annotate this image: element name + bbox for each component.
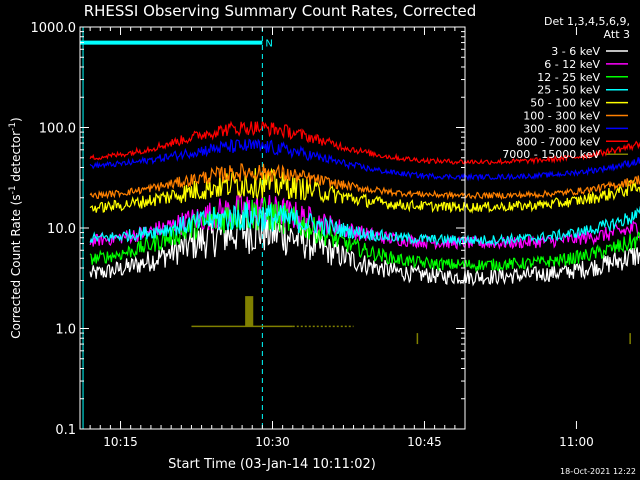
y-axis-label-mid: detector (9, 131, 23, 186)
legend-label-0: 3 - 6 keV (551, 45, 600, 58)
y-axis-label-sup1: -1 (8, 185, 18, 194)
legend-label-5: 100 - 300 keV (523, 110, 600, 123)
x-tick-label: 10:45 (407, 435, 442, 449)
y-tick-label: 10.0 (47, 222, 76, 237)
x-tick-label: 10:30 (255, 435, 290, 449)
chart-title: RHESSI Observing Summary Count Rates, Co… (84, 2, 477, 20)
legend-label-4: 50 - 100 keV (530, 97, 600, 110)
y-axis-label-end: ) (9, 117, 23, 122)
legend-label-8: 7000 - 15000 keV (502, 148, 600, 161)
plot-area: N (80, 27, 640, 429)
series-8-block-0 (245, 296, 254, 327)
y-axis-label-main: Corrected Count Rate (s (9, 194, 23, 338)
timestamp: 18-Oct-2021 12:22 (560, 467, 636, 476)
legend-label-7: 800 - 7000 keV (516, 135, 600, 148)
x-tick-label: 11:00 (559, 435, 594, 449)
series-line-4 (89, 167, 640, 214)
x-axis-label: Start Time (03-Jan-14 10:11:02) (168, 457, 376, 472)
y-tick-label: 0.1 (55, 423, 76, 438)
series-line-0 (89, 208, 640, 287)
y-tick-label: 100.0 (39, 122, 76, 137)
x-tick-label: 10:15 (103, 435, 138, 449)
y-axis-label-sup2: -1 (8, 122, 18, 131)
legend-label-2: 12 - 25 keV (537, 71, 600, 84)
y-axis: 1000.0 100.0 10.0 1.0 0.1 (31, 21, 465, 438)
legend-header-line1: Det 1,3,4,5,6,9, (544, 15, 630, 28)
y-axis-label: Corrected Count Rate (s-1 detector-1) (8, 117, 23, 338)
legend-label-3: 25 - 50 keV (537, 84, 600, 97)
y-tick-label: 1.0 (55, 323, 76, 338)
y-tick-label: 1000.0 (31, 21, 77, 36)
series-line-3 (89, 202, 640, 247)
legend-header-line2: Att 3 (604, 28, 630, 41)
series-line-6 (89, 138, 640, 182)
series-line-7 (89, 120, 640, 166)
legend-label-6: 300 - 800 keV (523, 122, 600, 135)
legend-label-1: 6 - 12 keV (544, 58, 600, 71)
series-line-5 (89, 163, 640, 201)
night-label: N (265, 39, 272, 50)
